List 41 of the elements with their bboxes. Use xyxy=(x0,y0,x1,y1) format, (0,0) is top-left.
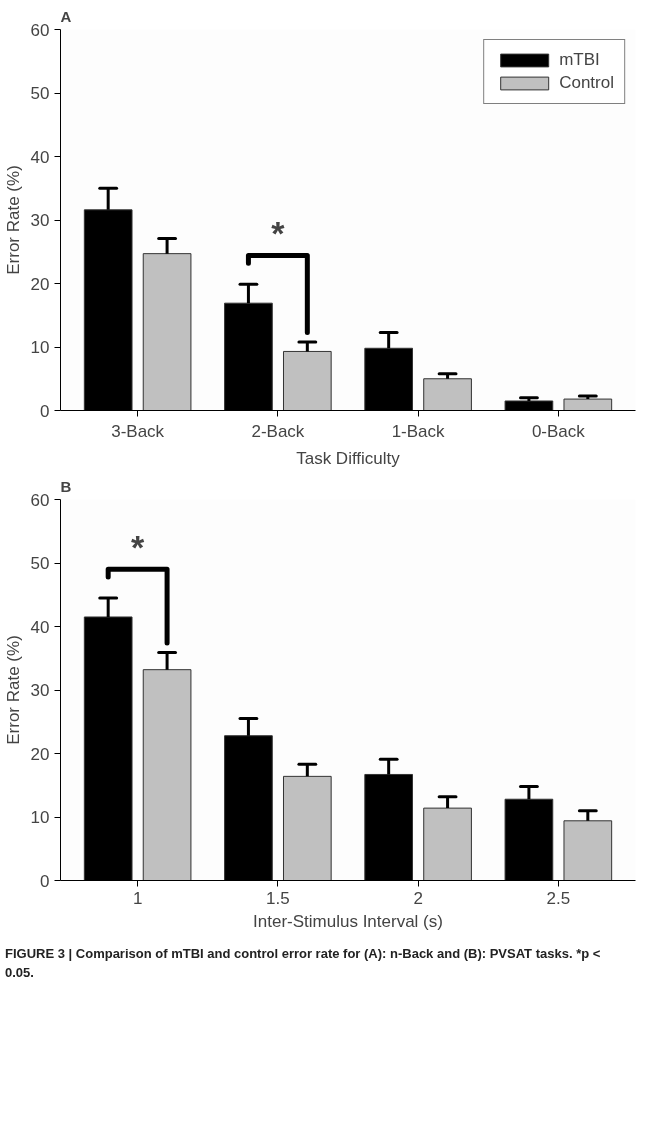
x-axis-title: Task Difficulty xyxy=(296,448,401,468)
y-tick-label: 20 xyxy=(30,744,50,764)
y-tick-label: 30 xyxy=(30,681,50,700)
y-tick-label: 30 xyxy=(30,211,50,230)
y-axis-title: Error Rate (%) xyxy=(3,165,23,275)
caption: FIGURE 3 | Comparison of mTBI and control error rate for (A): n-Back and (B): PVSAT tasks. *p < 0.05. xyxy=(5,945,602,982)
x-tick-label: 2-Back xyxy=(251,421,305,441)
y-tick-label: 40 xyxy=(30,617,50,637)
y-tick-label: 0 xyxy=(40,401,50,421)
x-tick-label: 1 xyxy=(132,888,143,908)
chart-title: A xyxy=(60,7,72,25)
x-tick-label: 1.5 xyxy=(266,888,290,908)
y-tick-label: 60 xyxy=(30,490,50,510)
annotation: * xyxy=(131,528,146,567)
y-tick-label: 40 xyxy=(30,147,50,167)
y-tick-label: 0 xyxy=(40,871,50,891)
legend-label: mTBI xyxy=(559,50,600,70)
y-axis-title: Error Rate (%) xyxy=(3,635,23,745)
annotation: * xyxy=(271,214,286,253)
bar xyxy=(563,398,613,411)
bar xyxy=(423,807,472,881)
bar xyxy=(142,669,192,881)
x-tick-label: 0-Back xyxy=(531,421,586,441)
bar xyxy=(563,820,613,881)
bar xyxy=(282,350,332,411)
y-tick-label: 60 xyxy=(30,20,50,40)
bar xyxy=(282,775,332,881)
x-tick-label: 1-Back xyxy=(391,421,446,441)
y-tick-label: 50 xyxy=(30,84,50,103)
x-tick-label: 2 xyxy=(413,888,423,908)
chart-title: B xyxy=(60,477,72,495)
y-tick-label: 50 xyxy=(30,554,50,573)
x-tick-label: 2.5 xyxy=(546,888,571,908)
x-tick-label: 3-Back xyxy=(111,421,165,441)
x-axis-title: Inter-Stimulus Interval (s) xyxy=(253,911,443,931)
bar xyxy=(142,253,192,411)
y-tick-label: 10 xyxy=(30,808,50,827)
bar xyxy=(423,378,472,411)
y-tick-label: 20 xyxy=(30,274,50,294)
legend-label: Control xyxy=(559,73,614,93)
y-tick-label: 10 xyxy=(30,338,50,357)
